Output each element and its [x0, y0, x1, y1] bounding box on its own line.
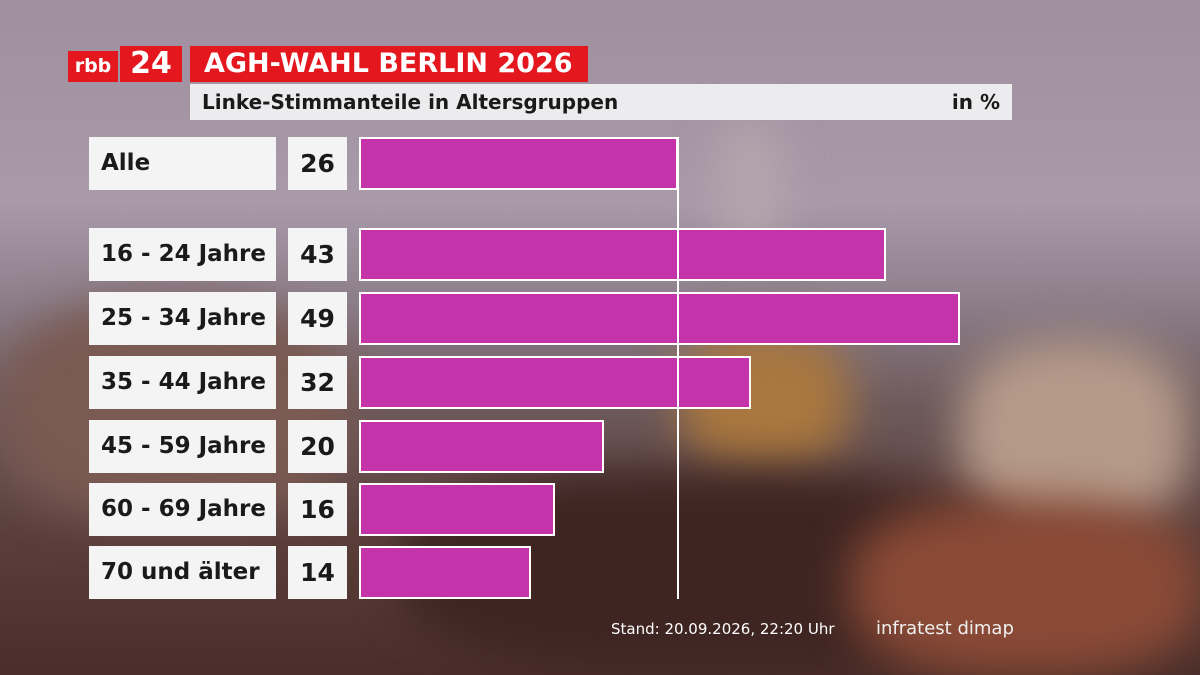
value-label: 43	[288, 228, 347, 281]
category-label: 35 - 44 Jahre	[89, 356, 276, 409]
value-label: 26	[288, 137, 347, 190]
timestamp: Stand: 20.09.2026, 22:20 Uhr	[611, 620, 835, 638]
bar	[359, 356, 751, 409]
category-label: 16 - 24 Jahre	[89, 228, 276, 281]
value-label: 14	[288, 546, 347, 599]
bar	[359, 137, 678, 190]
page-title: AGH-WAHL BERLIN 2026	[190, 46, 588, 82]
bar	[359, 420, 604, 473]
bar	[359, 483, 555, 536]
category-label: 70 und älter	[89, 546, 276, 599]
chart-title: Linke-Stimmanteile in Altersgruppen	[202, 90, 619, 114]
rooftops-blur	[850, 500, 1200, 675]
reference-line	[677, 137, 679, 599]
bar	[359, 292, 960, 345]
value-label: 32	[288, 356, 347, 409]
category-label: 60 - 69 Jahre	[89, 483, 276, 536]
chart-subtitle-bar: Linke-Stimmanteile in Altersgruppen in %	[190, 84, 1012, 120]
category-label: 25 - 34 Jahre	[89, 292, 276, 345]
value-label: 20	[288, 420, 347, 473]
category-label: Alle	[89, 137, 276, 190]
unit-label: in %	[951, 90, 1000, 114]
bar	[359, 228, 886, 281]
rbb-logo: rbb	[68, 51, 118, 82]
value-label: 49	[288, 292, 347, 345]
value-label: 16	[288, 483, 347, 536]
category-label: 45 - 59 Jahre	[89, 420, 276, 473]
source-credit: infratest dimap	[876, 618, 1014, 639]
bar	[359, 546, 531, 599]
building-blur-right	[960, 340, 1190, 530]
rbb24-logo: 24	[120, 46, 182, 82]
